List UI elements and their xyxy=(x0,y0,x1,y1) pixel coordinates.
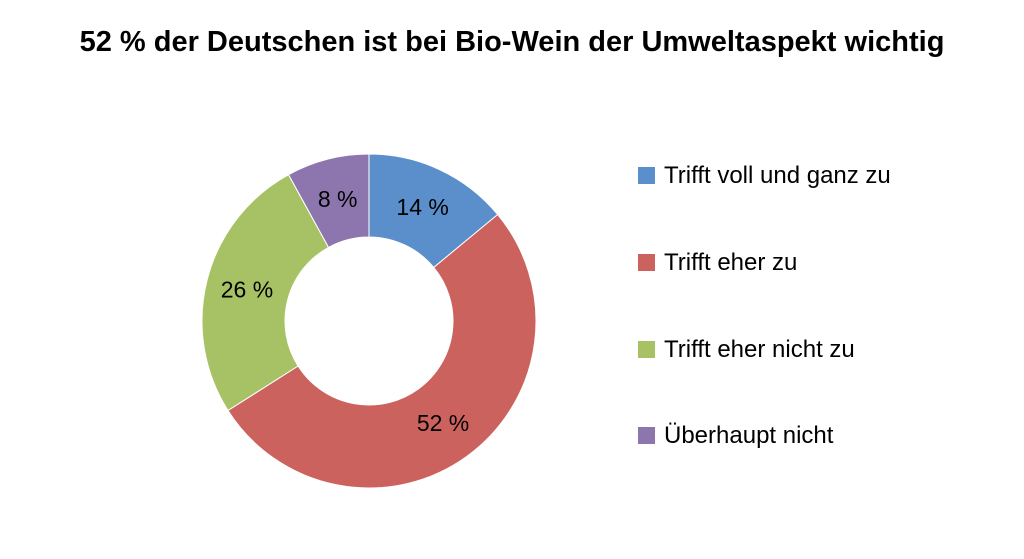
legend-item-4: Überhaupt nicht xyxy=(638,418,904,454)
legend-item-3: Trifft eher nicht zu xyxy=(638,332,904,368)
legend-swatch xyxy=(638,427,655,444)
legend-swatch xyxy=(638,341,655,358)
legend-label: Trifft eher nicht zu xyxy=(664,336,855,363)
data-label-1: 14 % xyxy=(396,194,448,220)
legend-label: Überhaupt nicht xyxy=(664,422,834,449)
donut-slice-2 xyxy=(227,213,537,489)
data-label-2: 52 % xyxy=(417,410,469,436)
data-label-3: 26 % xyxy=(221,277,273,303)
data-label-4: 8 % xyxy=(318,186,358,212)
donut-slice-4 xyxy=(287,153,370,249)
legend-item-1: Trifft voll und ganz zu xyxy=(638,158,904,194)
legend-label: Trifft eher zu xyxy=(664,249,798,276)
legend-swatch xyxy=(638,254,655,271)
donut-slice-3 xyxy=(201,173,330,412)
legend-swatch xyxy=(638,167,655,184)
chart-title: 52 % der Deutschen ist bei Bio-Wein der … xyxy=(79,26,945,58)
legend-label: Trifft voll und ganz zu xyxy=(664,162,891,189)
legend-item-2: Trifft eher zu xyxy=(638,245,904,281)
